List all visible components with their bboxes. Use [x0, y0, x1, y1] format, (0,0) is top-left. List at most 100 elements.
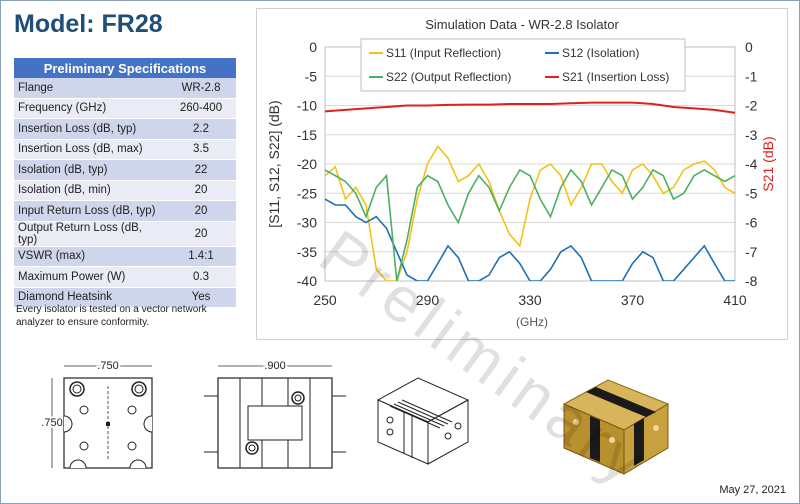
spec-row: Isolation (dB, typ) 22: [14, 159, 236, 181]
simulation-chart: Simulation Data - WR-2.8 Isolator 0 -5 -10-…: [256, 8, 788, 340]
screw-hole: [79, 405, 89, 415]
screw-head: [245, 441, 259, 455]
isometric-drawing: [376, 377, 470, 465]
screw-hole: [127, 441, 137, 451]
spec-label: Isolation (dB, min): [14, 180, 166, 201]
x-tick: 250: [313, 292, 337, 308]
y-tick-left: -5: [305, 68, 318, 84]
y-axis-label-right: S21 (dB): [760, 136, 776, 191]
spec-label: Frequency (GHz): [14, 98, 166, 119]
pin-hole: [72, 384, 82, 394]
x-tick: 410: [723, 292, 747, 308]
spec-value: WR-2.8: [166, 78, 236, 99]
y-tick-right: -6: [745, 215, 758, 231]
magnet-band: [586, 387, 656, 417]
y-tick-right: -8: [745, 273, 758, 289]
spec-row: VSWR (max) 1.4:1: [14, 246, 236, 267]
y-tick-left: -15: [297, 127, 317, 143]
spec-label: Flange: [14, 78, 166, 99]
legend-box: [360, 38, 686, 92]
y-tick-left: -30: [297, 215, 317, 231]
spec-row: Insertion Loss (dB, typ) 2.2: [14, 118, 236, 140]
model-title: Model: FR28: [14, 10, 163, 38]
y-tick-left: -40: [297, 273, 317, 289]
spec-row: Insertion Loss (dB, max) 3.5: [14, 139, 236, 160]
spec-value: 0.3: [166, 266, 236, 288]
render-hole: [609, 437, 615, 443]
x-tick: 330: [518, 292, 542, 308]
spec-row: Maximum Power (W) 0.3: [14, 266, 236, 288]
magnet-band: [590, 416, 600, 462]
magnet-band: [634, 418, 644, 466]
series-line-0: [325, 145, 735, 281]
date-footer: May 27, 2021: [719, 484, 786, 496]
spec-row: Flange WR-2.8: [14, 78, 236, 99]
y-tick-right: -2: [745, 98, 758, 114]
x-axis-label: (GHz): [516, 315, 548, 329]
iso-hole: [386, 428, 394, 436]
spec-table-heading: Preliminary Specifications: [14, 58, 236, 78]
y-tick-left: -25: [297, 185, 317, 201]
side-notch: [63, 415, 73, 433]
y-tick-left: 0: [309, 39, 317, 55]
spec-table: Preliminary Specifications Flange WR-2.8 …: [14, 58, 236, 308]
series-line-2: [325, 168, 735, 281]
pin-hole: [69, 381, 85, 397]
screw-head: [248, 444, 256, 452]
side-view-drawing: .900: [204, 358, 346, 469]
y-tick-right: -4: [745, 156, 758, 172]
y-axis-label-left: [S11, S12, S22] (dB): [266, 100, 282, 227]
iso-hole: [386, 416, 394, 424]
side-notch: [143, 415, 153, 433]
magnet-block: [247, 405, 303, 441]
y-tick-right: 0: [745, 39, 753, 55]
iso-right-face: [427, 399, 469, 465]
spec-value: 1.4:1: [166, 246, 236, 267]
legend-label: S12 (Isolation): [562, 46, 639, 60]
chart-title: Simulation Data - WR-2.8 Isolator: [425, 17, 619, 32]
chart-svg: Simulation Data - WR-2.8 Isolator0-5-10-…: [266, 17, 776, 329]
test-note: Every isolator is tested on a vector net…: [16, 304, 207, 328]
bottom-notch: [69, 459, 87, 469]
y-tick-left: -10: [297, 98, 317, 114]
front-view-drawing: .750 .750: [40, 358, 153, 469]
spec-value: 3.5: [166, 139, 236, 160]
series-line-3: [325, 101, 735, 114]
spec-label: Diamond Heatsink: [14, 287, 166, 308]
legend-label: S22 (Output Reflection): [386, 70, 511, 84]
screw-hole: [127, 405, 137, 415]
dim-height-label: .750: [41, 417, 62, 429]
screw-hole: [79, 441, 89, 451]
spec-row: Output Return Loss (dB, typ) 20: [14, 221, 236, 247]
spec-value: 20: [166, 221, 236, 247]
y-tick-right: -1: [745, 68, 758, 84]
dim-width-label: .900: [264, 360, 285, 372]
legend-label: S11 (Input Reflection): [386, 46, 501, 60]
spec-row: Input Return Loss (dB, typ) 20: [14, 200, 236, 222]
iso-slot: [403, 412, 413, 458]
screw-head: [291, 391, 305, 405]
spec-label: Isolation (dB, typ): [14, 159, 166, 181]
spec-label: Insertion Loss (dB, max): [14, 139, 166, 160]
x-tick: 290: [416, 292, 440, 308]
y-tick-right: -5: [745, 185, 758, 201]
legend-label: S21 (Insertion Loss): [562, 70, 669, 84]
iso-hole: [454, 422, 462, 430]
bottom-notch: [129, 459, 147, 469]
y-tick-right: -3: [745, 127, 758, 143]
spec-value: 20: [166, 180, 236, 201]
product-render: [562, 379, 670, 475]
spec-label: Maximum Power (W): [14, 266, 166, 288]
spec-row: Diamond Heatsink Yes: [14, 287, 236, 308]
y-tick-left: -35: [297, 244, 317, 260]
spec-value: Yes: [166, 287, 236, 308]
spec-label: Input Return Loss (dB, typ): [14, 200, 166, 222]
spec-value: 20: [166, 200, 236, 222]
pin-hole: [134, 384, 144, 394]
spec-row: Isolation (dB, min) 20: [14, 180, 236, 201]
iso-fins: [389, 399, 453, 429]
spec-row: Frequency (GHz) 260-400: [14, 98, 236, 119]
render-hole: [573, 419, 579, 425]
pin-hole: [131, 381, 147, 397]
spec-label: Output Return Loss (dB, typ): [14, 221, 166, 247]
